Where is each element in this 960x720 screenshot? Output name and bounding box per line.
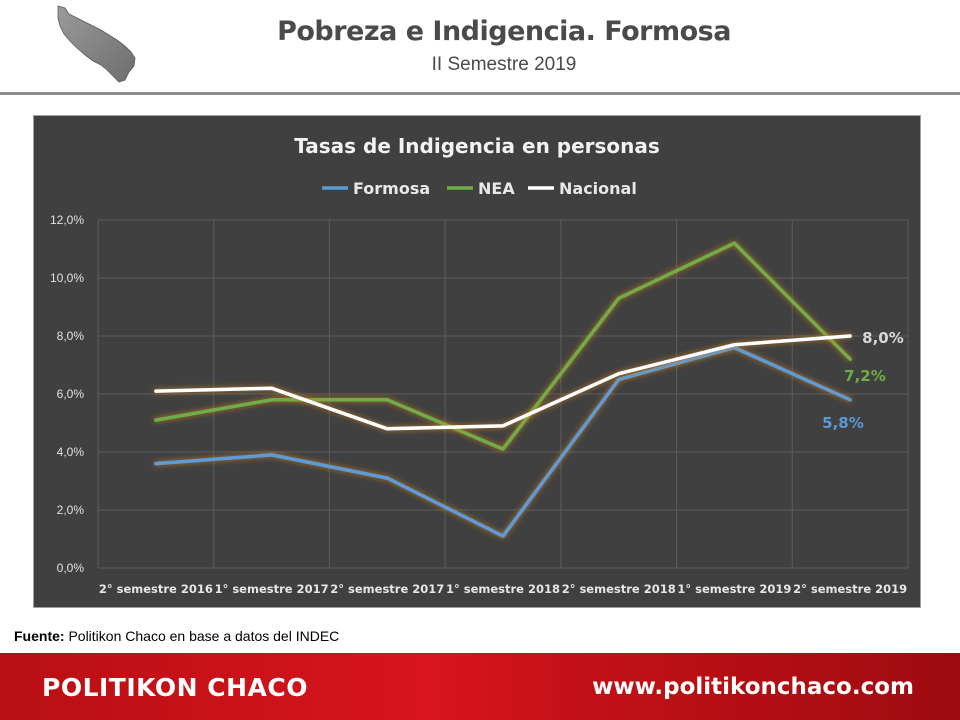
y-tick-label: 12,0% (50, 213, 84, 227)
legend-label-formosa: Formosa (353, 179, 430, 198)
page-title: Pobreza e Indigencia. Formosa (277, 16, 731, 47)
chart-series (154, 241, 852, 538)
x-tick-label: 2° semestre 2018 (562, 582, 676, 596)
x-tick-label: 1° semestre 2017 (215, 582, 329, 596)
end-labels: 5,8% 7,2% 8,0% (822, 329, 904, 432)
chart-title: Tasas de Indigencia en personas (294, 134, 660, 158)
x-tick-label: 2° semestre 2019 (793, 582, 907, 596)
legend-label-nacional: Nacional (559, 179, 637, 198)
y-tick-label: 10,0% (50, 271, 84, 285)
series-line-nacional (154, 334, 852, 431)
footer-bar: POLITIKON CHACO www.politikonchaco.com (0, 653, 960, 720)
x-tick-label: 1° semestre 2018 (446, 582, 560, 596)
y-tick-label: 4,0% (57, 445, 85, 459)
chart-grid (97, 219, 909, 569)
x-axis-ticks: 2° semestre 2016 1° semestre 2017 2° semes… (99, 582, 907, 596)
legend-label-nea: NEA (478, 179, 515, 198)
indigence-line-chart: Tasas de Indigencia en personas Formosa N… (50, 134, 909, 596)
end-label-nacional: 8,0% (862, 329, 904, 347)
series-line-nea (154, 241, 852, 451)
x-tick-label: 2° semestre 2016 (99, 582, 213, 596)
y-tick-label: 6,0% (57, 387, 85, 401)
y-tick-label: 0,0% (57, 561, 85, 575)
y-axis-ticks: 0,0% 2,0% 4,0% 6,0% 8,0% 10,0% 12,0% (50, 213, 84, 575)
source-text: Politikon Chaco en base a datos del INDE… (64, 628, 340, 644)
end-label-formosa: 5,8% (822, 414, 864, 432)
source-line: Fuente: Politikon Chaco en base a datos … (14, 628, 339, 644)
x-tick-label: 2° semestre 2017 (330, 582, 444, 596)
page-subtitle: II Semestre 2019 (431, 54, 577, 75)
chart-legend: Formosa NEA Nacional (322, 179, 637, 198)
footer-url[interactable]: www.politikonchaco.com (592, 674, 914, 700)
source-label: Fuente: (14, 628, 65, 644)
y-tick-label: 8,0% (57, 329, 85, 343)
header-divider (0, 92, 960, 95)
chart-container: Tasas de Indigencia en personas Formosa N… (33, 115, 921, 608)
end-label-nea: 7,2% (844, 367, 886, 385)
footer-brand: POLITIKON CHACO (42, 673, 309, 702)
series-line-formosa (154, 345, 852, 538)
formosa-map-icon (57, 5, 136, 83)
header: Pobreza e Indigencia. Formosa II Semestr… (0, 0, 960, 96)
x-tick-label: 1° semestre 2019 (677, 582, 791, 596)
y-tick-label: 2,0% (57, 503, 85, 517)
